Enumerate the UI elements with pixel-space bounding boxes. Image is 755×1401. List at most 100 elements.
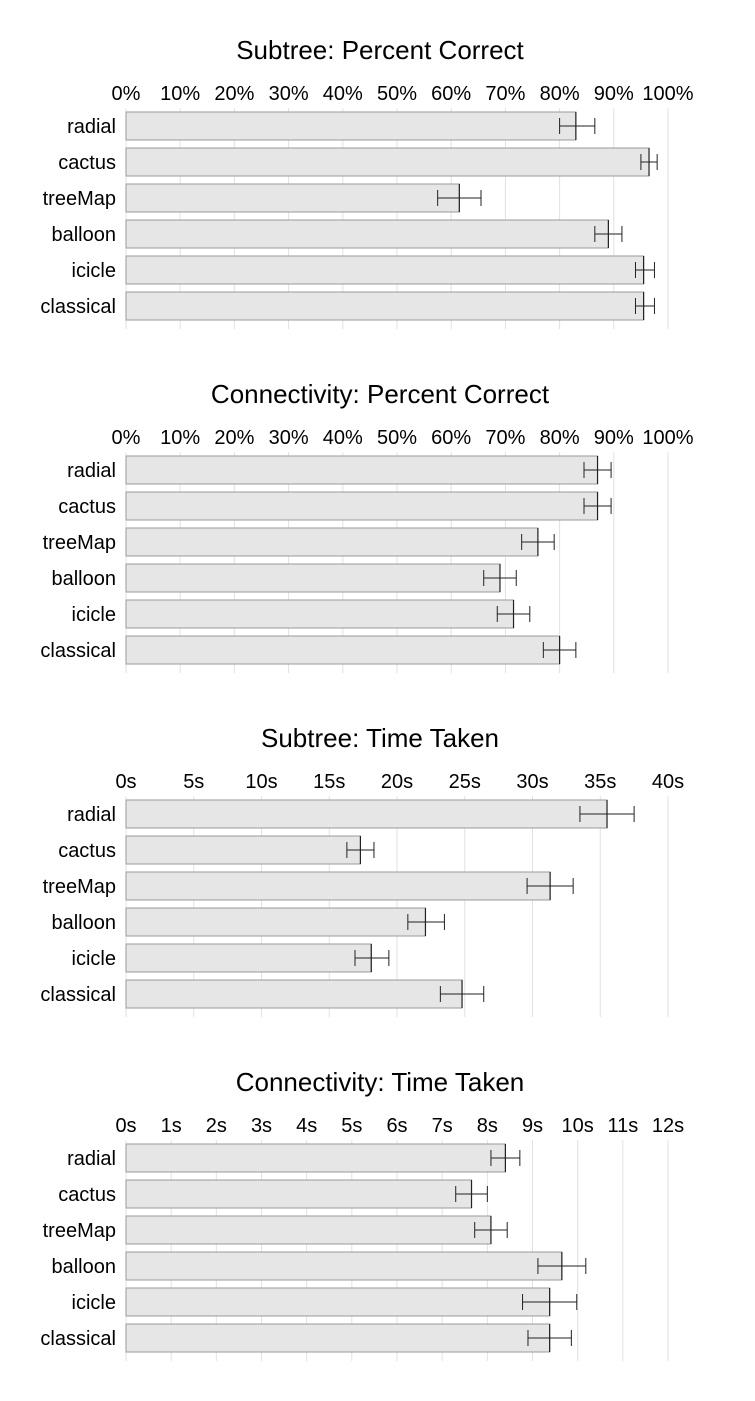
chart-title: Subtree: Percent Correct <box>236 35 524 65</box>
x-tick-label: 90% <box>594 83 634 105</box>
bar <box>125 563 501 593</box>
x-tick-label: 60% <box>431 427 471 449</box>
bar <box>125 219 609 249</box>
x-tick-label: 100% <box>642 427 693 449</box>
category-label: balloon <box>51 912 116 934</box>
bar <box>125 599 515 629</box>
x-tick-label: 35s <box>584 771 616 793</box>
category-label: balloon <box>51 1256 116 1278</box>
x-tick-label: 6s <box>386 1115 407 1137</box>
x-tick-label: 10s <box>562 1115 594 1137</box>
x-tick-label: 12s <box>652 1115 684 1137</box>
x-tick-label: 25s <box>449 771 481 793</box>
x-tick-label: 0s <box>115 771 136 793</box>
x-tick-label: 80% <box>540 83 580 105</box>
x-tick-label: 70% <box>485 427 525 449</box>
category-label: cactus <box>58 1184 116 1206</box>
bar <box>125 943 372 973</box>
chart-title: Connectivity: Time Taken <box>236 1067 525 1097</box>
x-tick-label: 2s <box>206 1115 227 1137</box>
bar <box>125 1323 551 1353</box>
bar <box>125 255 645 285</box>
chart-panel: Subtree: Percent Correct 0% 10% 20% 30% 40% 50… <box>40 35 694 329</box>
category-label: treeMap <box>43 876 116 898</box>
x-tick-label: 5s <box>183 771 204 793</box>
x-tick-label: 5s <box>341 1115 362 1137</box>
bar <box>125 635 561 665</box>
category-label: icicle <box>72 260 116 282</box>
x-tick-label: 40% <box>323 427 363 449</box>
category-label: balloon <box>51 568 116 590</box>
x-tick-label: 90% <box>594 427 634 449</box>
chart-title: Subtree: Time Taken <box>261 723 499 753</box>
x-tick-label: 100% <box>642 83 693 105</box>
x-tick-label: 20% <box>214 427 254 449</box>
category-label: icicle <box>72 604 116 626</box>
x-tick-label: 4s <box>296 1115 317 1137</box>
bar <box>125 147 650 177</box>
category-label: radial <box>67 804 116 826</box>
x-tick-label: 1s <box>161 1115 182 1137</box>
chart-panel: Connectivity: Percent Correct 0% 10% 20% 30%… <box>40 379 694 673</box>
x-tick-label: 0s <box>115 1115 136 1137</box>
bar <box>125 1143 506 1173</box>
category-label: classical <box>40 1328 116 1350</box>
x-tick-label: 80% <box>540 427 580 449</box>
category-label: treeMap <box>43 532 116 554</box>
bar <box>125 1215 492 1245</box>
x-tick-label: 60% <box>431 83 471 105</box>
x-tick-label: 0% <box>112 83 141 105</box>
category-label: classical <box>40 640 116 662</box>
category-label: icicle <box>72 948 116 970</box>
category-label: icicle <box>72 1292 116 1314</box>
bar <box>125 979 463 1009</box>
bar <box>125 1287 551 1317</box>
category-label: radial <box>67 460 116 482</box>
x-tick-label: 7s <box>432 1115 453 1137</box>
bar <box>125 835 361 865</box>
x-tick-label: 20% <box>214 83 254 105</box>
x-tick-label: 70% <box>485 83 525 105</box>
bar <box>125 1179 473 1209</box>
bar <box>125 527 539 557</box>
x-tick-label: 40s <box>652 771 684 793</box>
x-tick-label: 10% <box>160 83 200 105</box>
bar <box>125 1251 563 1281</box>
x-tick-label: 20s <box>381 771 413 793</box>
category-label: treeMap <box>43 1220 116 1242</box>
category-label: radial <box>67 116 116 138</box>
bar <box>125 291 645 321</box>
x-tick-label: 3s <box>251 1115 272 1137</box>
x-tick-label: 50% <box>377 427 417 449</box>
chart-panel: Subtree: Time Taken 0s 5s 10s 15s 20s 25s 30s 35… <box>40 723 684 1017</box>
bar <box>125 799 608 829</box>
bar <box>125 455 599 485</box>
x-tick-label: 50% <box>377 83 417 105</box>
x-tick-label: 8s <box>477 1115 498 1137</box>
x-tick-label: 30s <box>516 771 548 793</box>
bar <box>125 871 551 901</box>
bar <box>125 183 460 213</box>
x-tick-label: 40% <box>323 83 363 105</box>
category-label: radial <box>67 1148 116 1170</box>
x-tick-label: 30% <box>269 427 309 449</box>
bar <box>125 907 426 937</box>
category-label: cactus <box>58 840 116 862</box>
x-tick-label: 15s <box>313 771 345 793</box>
x-tick-label: 30% <box>269 83 309 105</box>
category-label: cactus <box>58 496 116 518</box>
x-tick-label: 10% <box>160 427 200 449</box>
x-tick-label: 9s <box>522 1115 543 1137</box>
x-tick-label: 10s <box>245 771 277 793</box>
category-label: treeMap <box>43 188 116 210</box>
bar <box>125 491 599 521</box>
x-tick-label: 0% <box>112 427 141 449</box>
chart-panel: Connectivity: Time Taken 0s 1s 2s 3s 4s 5s 6s 7s… <box>40 1067 684 1361</box>
category-label: classical <box>40 984 116 1006</box>
category-label: balloon <box>51 224 116 246</box>
category-label: cactus <box>58 152 116 174</box>
bar <box>125 111 577 141</box>
x-tick-label: 11s <box>607 1115 638 1137</box>
chart-title: Connectivity: Percent Correct <box>211 379 550 409</box>
